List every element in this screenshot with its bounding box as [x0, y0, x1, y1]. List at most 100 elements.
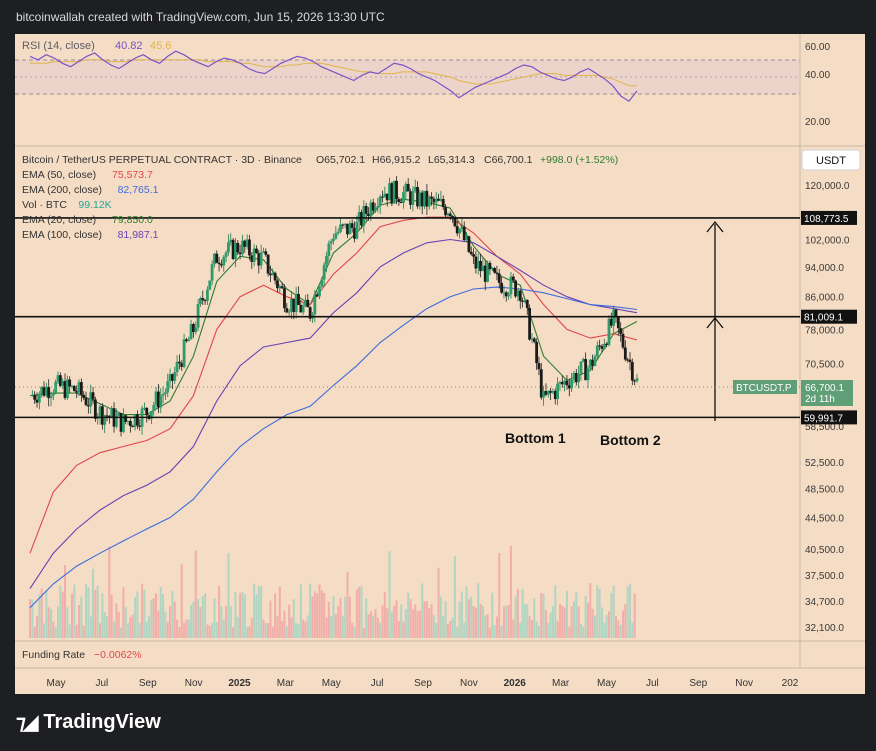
- volume-bar: [439, 596, 442, 638]
- candle-body: [395, 180, 398, 200]
- price-tick-label: 44,500.0: [805, 514, 844, 525]
- volume-bar: [285, 626, 288, 638]
- candle-body: [56, 375, 60, 382]
- volume-bar: [493, 625, 496, 638]
- candle-body: [567, 385, 571, 389]
- candle-body: [539, 369, 543, 398]
- level-price-label: 81,009.1: [804, 313, 843, 324]
- volume-bar: [99, 623, 102, 638]
- candle-body: [63, 381, 67, 398]
- candle-body: [70, 385, 74, 387]
- volume-bar: [38, 594, 41, 638]
- volume-bar: [213, 598, 216, 638]
- volume-bar: [134, 597, 137, 638]
- volume-bar: [73, 584, 76, 638]
- candle-body: [266, 254, 270, 274]
- volume-bar: [533, 598, 536, 638]
- candle-body: [142, 407, 146, 409]
- volume-bar: [274, 593, 277, 638]
- time-tick-label: May: [322, 678, 341, 689]
- price-tick-label: 86,000.0: [805, 293, 844, 304]
- currency-button[interactable]: [801, 149, 861, 171]
- candle-body: [525, 299, 529, 308]
- candle-body: [535, 341, 539, 364]
- candle-body: [584, 359, 588, 381]
- candle-body: [343, 223, 347, 226]
- volume-bar: [47, 607, 50, 638]
- candle-body: [150, 410, 153, 419]
- time-tick-label: Nov: [460, 678, 478, 689]
- candle-body: [336, 231, 340, 234]
- volume-bar: [297, 624, 300, 638]
- candle-body: [294, 293, 298, 313]
- candle-body: [462, 226, 466, 241]
- volume-bar: [260, 585, 263, 638]
- rsi-ma-value: 45.6: [150, 40, 171, 52]
- candle-body: [306, 299, 310, 308]
- legend-label: Vol · BTC: [22, 199, 67, 211]
- candle-body: [171, 374, 174, 381]
- candle-body: [381, 196, 384, 198]
- volume-bar: [463, 622, 466, 638]
- volume-bar: [66, 607, 69, 638]
- volume-bar: [148, 616, 151, 638]
- candle-body: [553, 390, 557, 400]
- candle-body: [61, 381, 65, 386]
- volume-bar: [110, 594, 113, 638]
- volume-bar: [145, 621, 148, 638]
- candle-body: [220, 264, 223, 266]
- candle-body: [364, 205, 368, 214]
- volume-bar: [220, 606, 223, 638]
- volume-bar: [355, 589, 358, 638]
- volume-bar: [561, 605, 564, 638]
- volume-bar: [183, 623, 186, 638]
- volume-bar: [372, 615, 375, 638]
- volume-bar: [180, 564, 183, 638]
- candle-body: [49, 395, 53, 399]
- candle-body: [486, 262, 489, 282]
- candle-body: [434, 198, 438, 203]
- candle-body: [222, 256, 226, 266]
- symbol-tag: [733, 380, 797, 394]
- legend-value: 82,765.1: [118, 184, 159, 196]
- candle-body: [570, 379, 574, 389]
- candle-body: [152, 405, 156, 411]
- candle-body: [245, 239, 249, 247]
- candle-body: [397, 199, 401, 202]
- candle-body: [593, 356, 597, 366]
- volume-bar: [607, 611, 610, 638]
- candle-body: [327, 243, 331, 256]
- volume-bar: [309, 583, 312, 638]
- volume-bar: [430, 604, 433, 638]
- candle-body: [385, 193, 389, 201]
- candle-body: [259, 252, 263, 266]
- volume-bar: [304, 621, 307, 638]
- volume-bar: [365, 598, 368, 638]
- volume-bar: [549, 612, 552, 638]
- volume-bar: [211, 623, 214, 638]
- volume-bar: [162, 593, 165, 638]
- candle-body: [441, 199, 445, 208]
- volume-bar: [351, 622, 354, 638]
- volume-bar: [369, 611, 372, 638]
- candle-body: [79, 382, 83, 395]
- volume-bar: [383, 591, 386, 638]
- ohlc-close: C66,700.1: [484, 154, 533, 166]
- candle-body: [404, 183, 408, 192]
- volume-bar: [313, 591, 316, 638]
- volume-bar: [264, 623, 267, 638]
- candle-body: [549, 390, 553, 393]
- volume-bar: [225, 606, 228, 638]
- candle-body: [180, 363, 184, 367]
- volume-bar: [117, 611, 120, 638]
- volume-bar: [215, 622, 218, 638]
- candle-body: [301, 305, 305, 313]
- legend-label: EMA (20, close): [22, 214, 96, 226]
- volume-bar: [521, 588, 524, 638]
- volume-bar: [96, 585, 99, 638]
- candle-body: [350, 223, 354, 228]
- symbol-title: Bitcoin / TetherUS PERPETUAL CONTRACT · …: [22, 154, 302, 166]
- candle-body: [124, 415, 128, 422]
- time-tick-label: 202: [782, 678, 799, 689]
